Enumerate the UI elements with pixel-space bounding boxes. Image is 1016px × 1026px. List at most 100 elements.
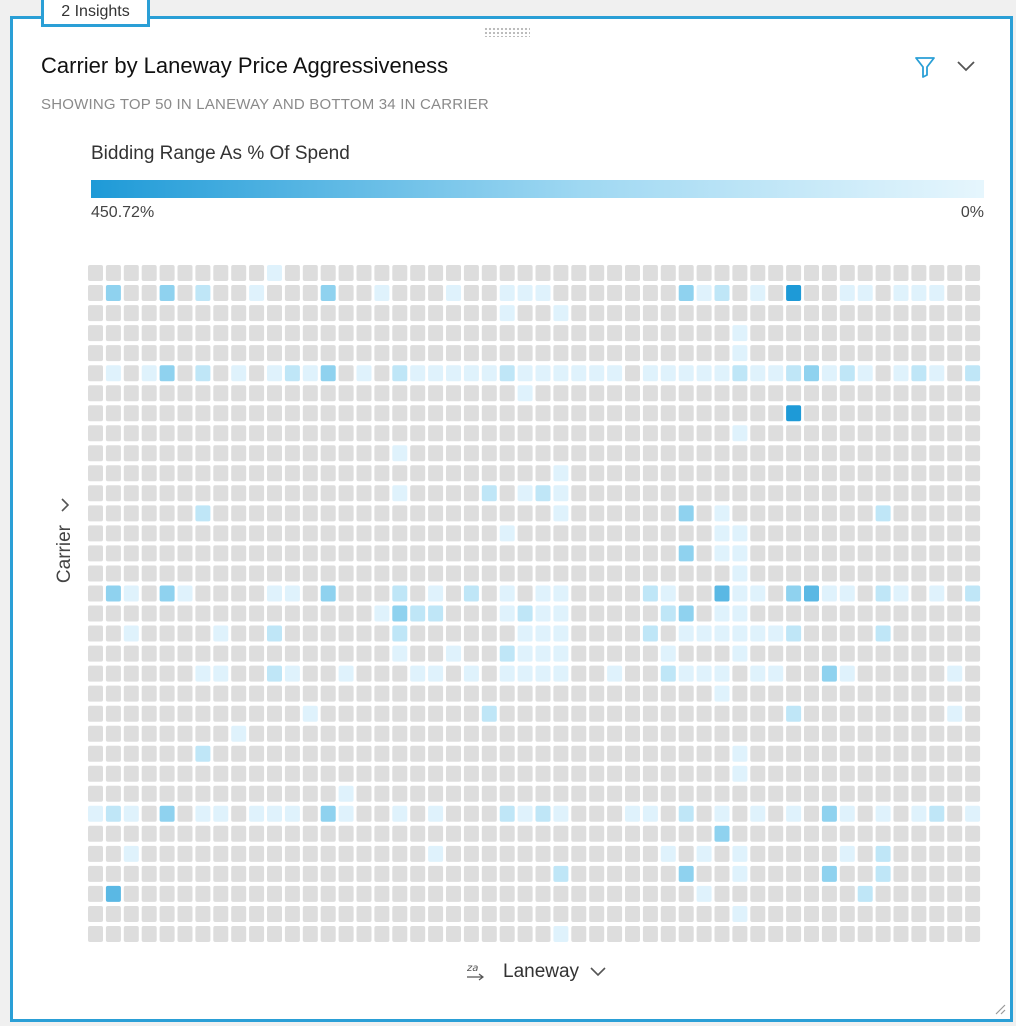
heatmap-cell[interactable] [589, 385, 605, 402]
heatmap-cell[interactable] [678, 345, 694, 362]
heatmap-cell[interactable] [911, 345, 927, 362]
heatmap-cell[interactable] [911, 525, 927, 542]
heatmap-cell[interactable] [302, 865, 318, 882]
heatmap-cell[interactable] [589, 465, 605, 482]
heatmap-cell[interactable] [947, 525, 963, 542]
heatmap-cell[interactable] [929, 785, 945, 802]
heatmap-cell[interactable] [159, 845, 175, 862]
heatmap-cell[interactable] [911, 285, 927, 301]
heatmap-cell[interactable] [177, 585, 193, 602]
heatmap-cell[interactable] [678, 685, 694, 702]
heatmap-cell[interactable] [821, 485, 837, 502]
heatmap-cell[interactable] [356, 825, 372, 842]
heatmap-cell[interactable] [642, 685, 658, 702]
heatmap-cell[interactable] [589, 285, 605, 301]
heatmap-cell[interactable] [625, 765, 640, 782]
heatmap-cell[interactable] [678, 425, 694, 442]
heatmap-cell[interactable] [893, 725, 909, 742]
heatmap-cell[interactable] [642, 445, 658, 462]
heatmap-cell[interactable] [88, 765, 103, 782]
heatmap-cell[interactable] [463, 705, 479, 722]
heatmap-cell[interactable] [875, 585, 891, 602]
heatmap-cell[interactable] [356, 465, 372, 482]
heatmap-cell[interactable] [410, 345, 426, 362]
heatmap-cell[interactable] [267, 505, 282, 522]
heatmap-cell[interactable] [786, 485, 802, 502]
heatmap-cell[interactable] [123, 565, 139, 582]
heatmap-cell[interactable] [231, 645, 247, 662]
heatmap-cell[interactable] [231, 765, 247, 782]
heatmap-cell[interactable] [374, 765, 390, 782]
heatmap-cell[interactable] [821, 805, 837, 822]
heatmap-cell[interactable] [804, 665, 819, 682]
heatmap-cell[interactable] [499, 305, 515, 322]
heatmap-cell[interactable] [338, 885, 354, 902]
heatmap-cell[interactable] [195, 425, 211, 442]
heatmap-cell[interactable] [231, 485, 247, 502]
heatmap-cell[interactable] [320, 545, 336, 562]
heatmap-cell[interactable] [965, 385, 981, 402]
heatmap-cell[interactable] [338, 645, 354, 662]
heatmap-cell[interactable] [804, 685, 819, 702]
heatmap-cell[interactable] [750, 845, 766, 862]
heatmap-cell[interactable] [678, 405, 694, 422]
heatmap-cell[interactable] [499, 805, 515, 822]
heatmap-cell[interactable] [821, 585, 837, 602]
heatmap-cell[interactable] [105, 385, 121, 402]
heatmap-cell[interactable] [249, 605, 265, 622]
heatmap-cell[interactable] [571, 385, 587, 402]
heatmap-cell[interactable] [714, 585, 730, 602]
heatmap-cell[interactable] [123, 645, 139, 662]
heatmap-cell[interactable] [302, 725, 318, 742]
heatmap-cell[interactable] [517, 725, 533, 742]
heatmap-cell[interactable] [517, 565, 533, 582]
heatmap-cell[interactable] [732, 705, 748, 722]
heatmap-cell[interactable] [804, 865, 819, 882]
heatmap-cell[interactable] [732, 845, 748, 862]
heatmap-cell[interactable] [517, 465, 533, 482]
heatmap-cell[interactable] [141, 645, 157, 662]
heatmap-cell[interactable] [374, 865, 390, 882]
heatmap-cell[interactable] [732, 445, 748, 462]
heatmap-cell[interactable] [410, 906, 426, 922]
heatmap-cell[interactable] [88, 605, 103, 622]
heatmap-cell[interactable] [642, 625, 658, 642]
heatmap-cell[interactable] [141, 525, 157, 542]
heatmap-cell[interactable] [249, 325, 265, 342]
heatmap-cell[interactable] [625, 545, 640, 562]
heatmap-cell[interactable] [839, 445, 855, 462]
heatmap-cell[interactable] [428, 545, 444, 562]
heatmap-cell[interactable] [750, 926, 766, 942]
heatmap-cell[interactable] [893, 885, 909, 902]
heatmap-cell[interactable] [947, 585, 963, 602]
heatmap-cell[interactable] [159, 505, 175, 522]
heatmap-cell[interactable] [499, 865, 515, 882]
heatmap-cell[interactable] [320, 906, 336, 922]
heatmap-cell[interactable] [481, 345, 497, 362]
heatmap-cell[interactable] [947, 465, 963, 482]
heatmap-cell[interactable] [88, 745, 103, 762]
heatmap-cell[interactable] [911, 865, 927, 882]
heatmap-cell[interactable] [374, 325, 390, 342]
heatmap-cell[interactable] [338, 445, 354, 462]
heatmap-cell[interactable] [141, 445, 157, 462]
heatmap-cell[interactable] [517, 585, 533, 602]
heatmap-cell[interactable] [607, 665, 623, 682]
heatmap-cell[interactable] [428, 425, 444, 442]
heatmap-cell[interactable] [965, 265, 981, 281]
heatmap-cell[interactable] [947, 265, 963, 281]
heatmap-cell[interactable] [320, 885, 336, 902]
heatmap-cell[interactable] [141, 865, 157, 882]
heatmap-cell[interactable] [768, 845, 784, 862]
heatmap-cell[interactable] [463, 625, 479, 642]
heatmap-cell[interactable] [821, 845, 837, 862]
heatmap-cell[interactable] [732, 805, 748, 822]
heatmap-cell[interactable] [660, 545, 676, 562]
heatmap-cell[interactable] [786, 765, 802, 782]
heatmap-cell[interactable] [660, 885, 676, 902]
heatmap-cell[interactable] [231, 865, 247, 882]
heatmap-cell[interactable] [356, 405, 372, 422]
heatmap-cell[interactable] [607, 505, 623, 522]
heatmap-cell[interactable] [660, 345, 676, 362]
heatmap-cell[interactable] [678, 325, 694, 342]
